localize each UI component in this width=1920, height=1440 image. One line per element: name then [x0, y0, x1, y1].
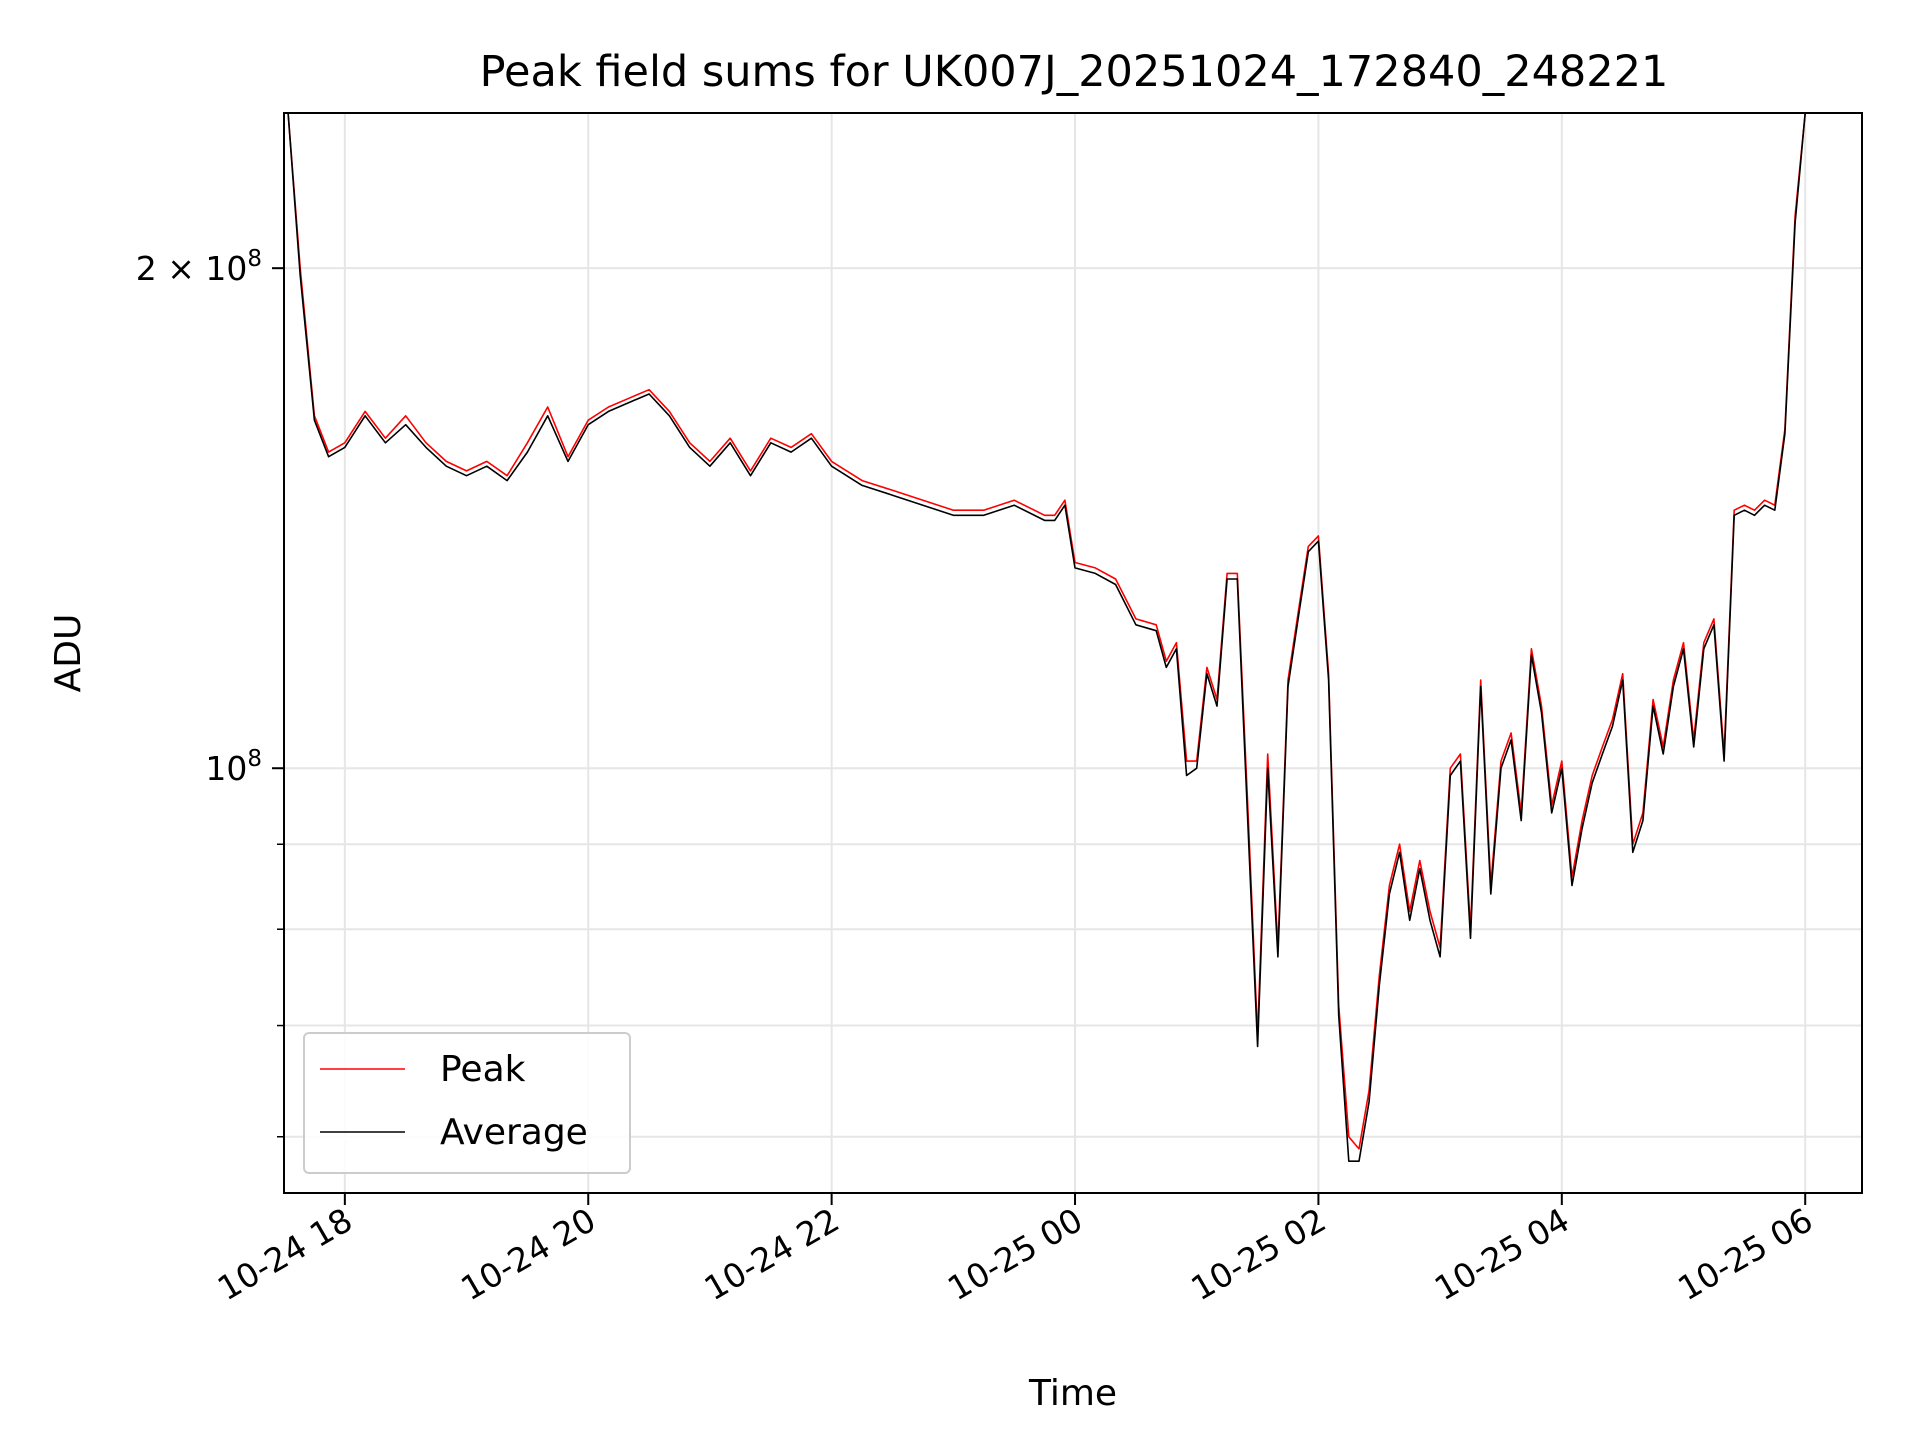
legend-box	[303, 1032, 631, 1174]
series-layer	[287, 113, 1816, 1162]
series-line-average	[287, 113, 1816, 1162]
chart-title: Peak field sums for UK007J_20251024_1728…	[480, 47, 1669, 97]
x-axis-label: Time	[1028, 1373, 1117, 1414]
legend-label-peak: Peak	[440, 1049, 526, 1090]
y-tick-label: 2 × 108	[136, 246, 262, 288]
plot-frame	[283, 112, 1863, 1194]
y-axis-label: ADU	[48, 614, 89, 693]
legend-label-average: Average	[440, 1112, 588, 1153]
grid-lines	[284, 113, 1862, 1193]
y-tick-label: 108	[205, 746, 262, 788]
legend: Peak Average	[303, 1032, 631, 1174]
